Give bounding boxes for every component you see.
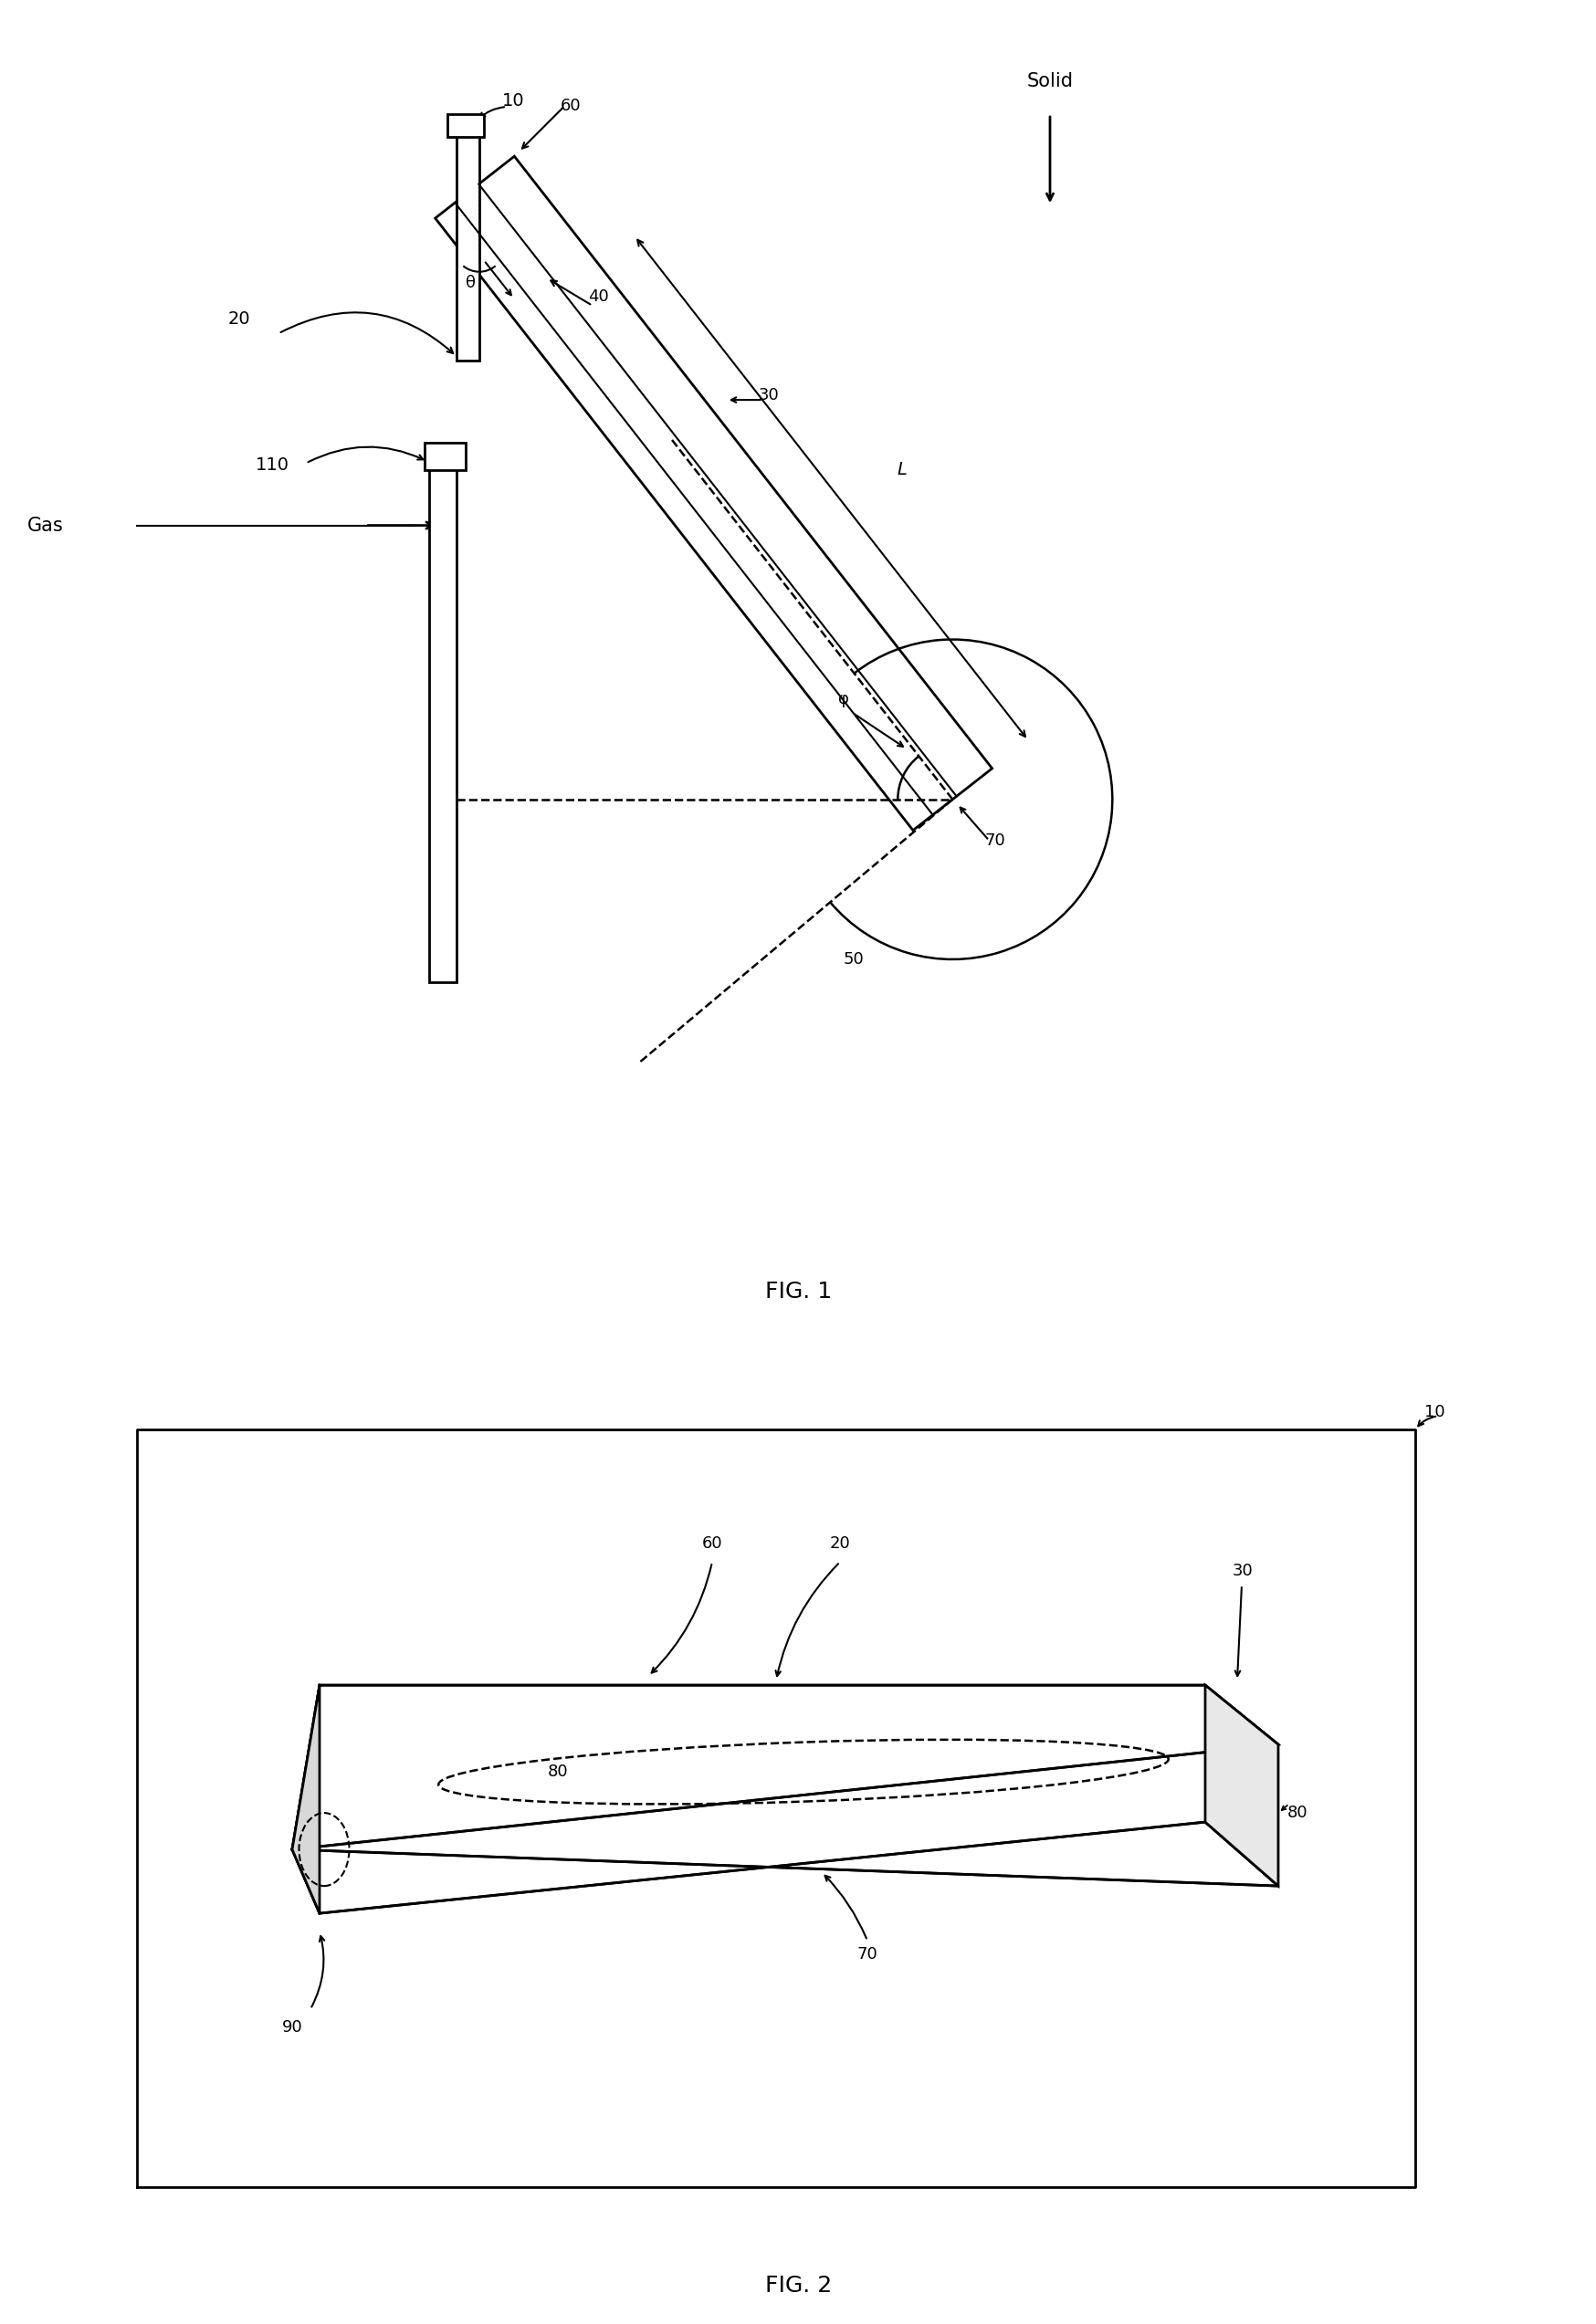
Text: 80: 80 xyxy=(547,1764,568,1780)
Text: L: L xyxy=(897,460,907,479)
Text: 10: 10 xyxy=(501,93,525,109)
Polygon shape xyxy=(292,1685,1277,1850)
Text: 20: 20 xyxy=(228,311,251,328)
Text: 30: 30 xyxy=(1232,1562,1253,1580)
Text: 110: 110 xyxy=(255,458,289,474)
Text: 20: 20 xyxy=(830,1536,851,1552)
Text: φ: φ xyxy=(838,690,849,706)
Polygon shape xyxy=(429,453,456,983)
Polygon shape xyxy=(436,156,991,830)
Text: Solid: Solid xyxy=(1026,72,1073,91)
Text: 90: 90 xyxy=(281,2020,302,2036)
Text: θ: θ xyxy=(466,274,476,290)
Text: FIG. 1: FIG. 1 xyxy=(764,1281,832,1301)
Text: FIG. 2: FIG. 2 xyxy=(764,2275,832,2296)
Polygon shape xyxy=(425,444,466,469)
Text: 50: 50 xyxy=(843,951,863,967)
Text: 70: 70 xyxy=(985,832,1005,848)
Text: 80: 80 xyxy=(1286,1806,1307,1822)
Text: 10: 10 xyxy=(1424,1404,1444,1420)
Polygon shape xyxy=(292,1822,1277,1913)
Polygon shape xyxy=(456,123,479,360)
Text: 40: 40 xyxy=(587,288,608,304)
Text: Gas: Gas xyxy=(27,516,64,535)
Text: 70: 70 xyxy=(857,1945,878,1961)
Polygon shape xyxy=(292,1685,319,1913)
Polygon shape xyxy=(1205,1685,1277,1887)
Text: 60: 60 xyxy=(702,1536,721,1552)
Text: 30: 30 xyxy=(758,388,779,404)
Polygon shape xyxy=(447,114,484,137)
Text: 60: 60 xyxy=(560,98,581,114)
